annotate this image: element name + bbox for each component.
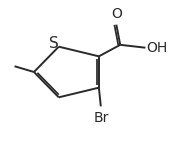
Text: O: O xyxy=(111,7,122,21)
Text: Br: Br xyxy=(93,111,108,125)
Text: OH: OH xyxy=(146,41,168,55)
Text: S: S xyxy=(49,36,59,51)
